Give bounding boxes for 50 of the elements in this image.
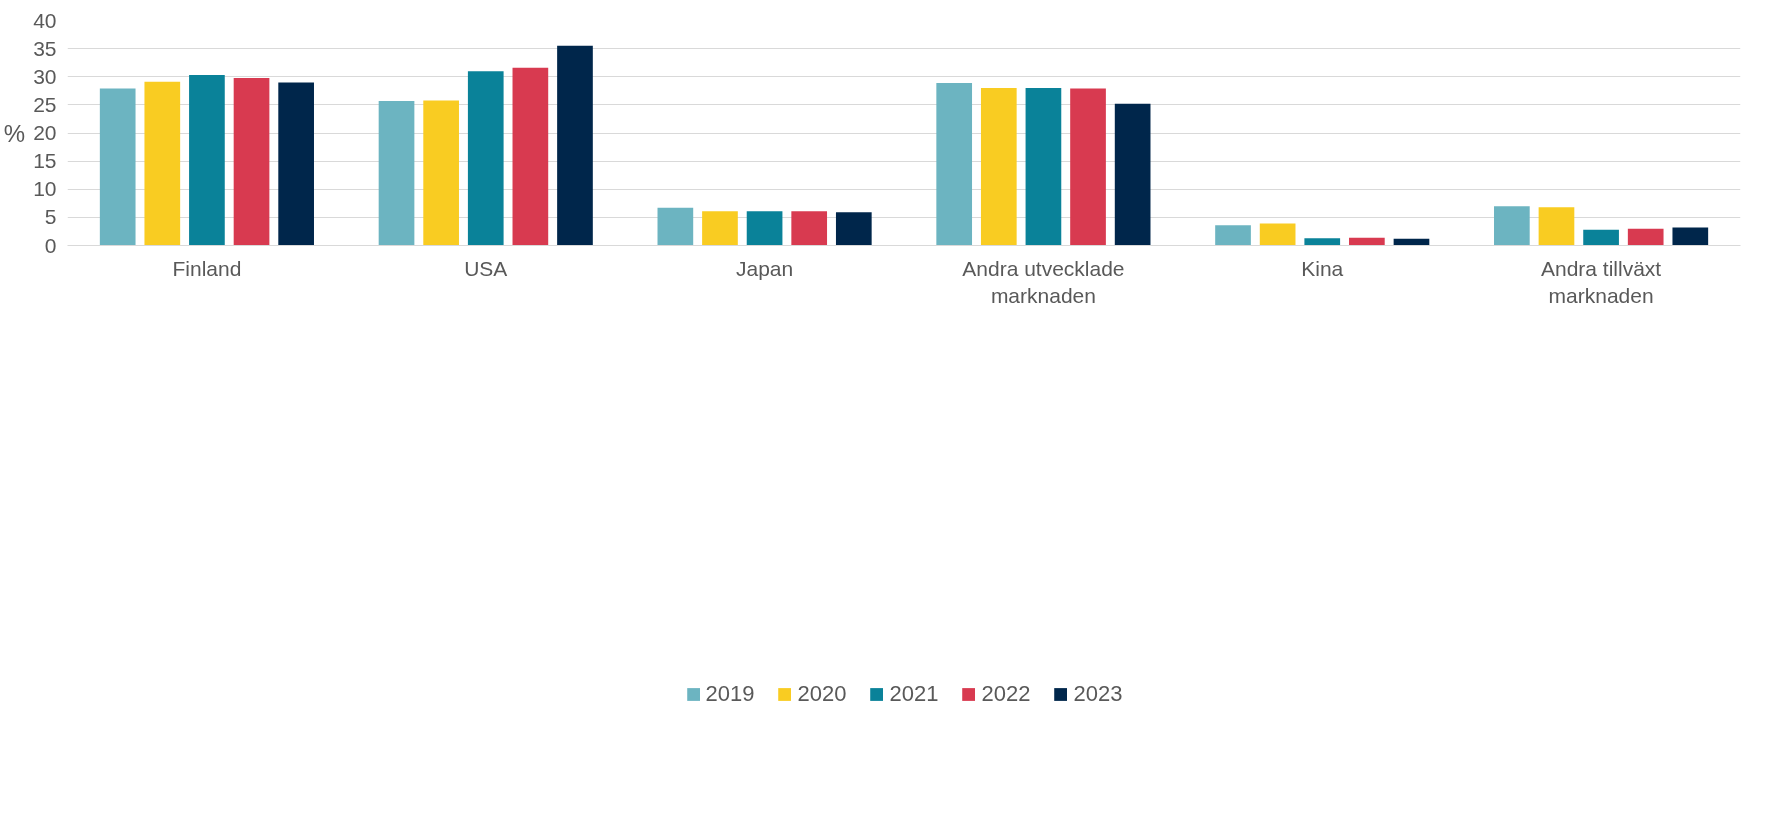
bar bbox=[1259, 223, 1296, 246]
bar bbox=[980, 88, 1017, 246]
y-tick-label: 35 bbox=[33, 36, 57, 60]
legend-label: 2020 bbox=[797, 680, 847, 707]
y-tick-label: 20 bbox=[33, 121, 57, 144]
bar bbox=[1672, 227, 1709, 246]
x-tick-label: Japan bbox=[735, 256, 794, 280]
y-tick-label: 25 bbox=[33, 92, 57, 116]
bar bbox=[233, 77, 270, 246]
bar bbox=[189, 75, 225, 246]
bar bbox=[835, 212, 872, 246]
bar bbox=[99, 88, 136, 246]
y-tick-label: 40 bbox=[33, 8, 57, 32]
bar bbox=[423, 100, 459, 246]
bar bbox=[1349, 237, 1385, 246]
bar bbox=[1627, 228, 1664, 246]
y-tick-label: 0 bbox=[44, 233, 57, 257]
x-tick-label: USA bbox=[464, 256, 508, 280]
bar bbox=[791, 211, 828, 246]
y-tick-label: 5 bbox=[44, 205, 57, 229]
bar bbox=[702, 211, 738, 246]
x-tick-label: Finland bbox=[172, 256, 242, 280]
y-tick-label: 15 bbox=[33, 149, 57, 173]
bar bbox=[1114, 103, 1151, 246]
y-tick-label: 10 bbox=[33, 177, 57, 201]
bar bbox=[1538, 207, 1575, 246]
bar bbox=[1494, 206, 1530, 246]
x-tick-label: Andra tillväxt marknaden bbox=[1540, 256, 1662, 308]
x-tick-label: Andra utvecklade marknaden bbox=[962, 256, 1125, 308]
bar bbox=[144, 81, 181, 246]
y-tick-label: 30 bbox=[33, 64, 57, 88]
bar bbox=[1070, 88, 1106, 246]
y-axis-title: % bbox=[3, 119, 26, 147]
bar bbox=[746, 211, 783, 246]
bar bbox=[278, 82, 314, 246]
bar bbox=[1025, 88, 1062, 246]
legend-label: 2021 bbox=[889, 680, 939, 707]
legend-label: 2019 bbox=[705, 680, 755, 707]
bar bbox=[1215, 225, 1251, 246]
bar bbox=[1583, 229, 1619, 246]
bar bbox=[467, 71, 504, 246]
bar bbox=[557, 45, 593, 246]
bar bbox=[378, 100, 415, 246]
bar bbox=[1304, 238, 1341, 246]
x-tick-label: Kina bbox=[1301, 256, 1344, 280]
bar bbox=[512, 67, 549, 246]
legend-label: 2023 bbox=[1073, 680, 1123, 707]
bar bbox=[657, 207, 694, 246]
bar bbox=[936, 82, 973, 246]
legend-label: 2022 bbox=[981, 680, 1031, 707]
